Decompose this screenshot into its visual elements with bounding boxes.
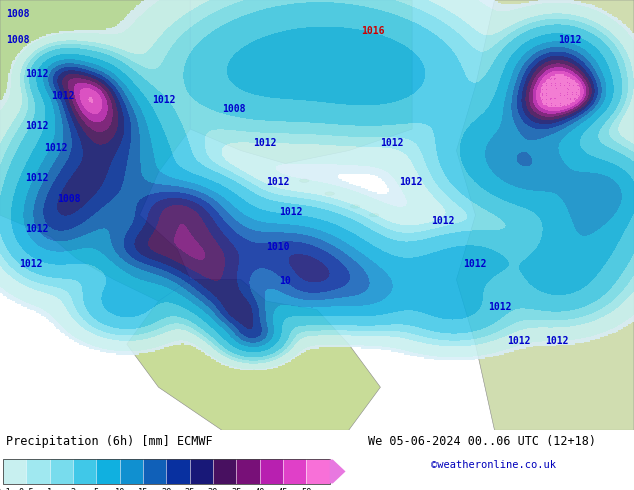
Polygon shape xyxy=(0,0,190,301)
Text: 1012: 1012 xyxy=(279,207,302,217)
Text: 1008: 1008 xyxy=(6,9,30,19)
Bar xyxy=(190,459,213,484)
Text: 1008: 1008 xyxy=(6,35,30,45)
FancyArrow shape xyxy=(330,460,346,484)
Bar xyxy=(143,459,167,484)
Text: 1012: 1012 xyxy=(431,216,455,226)
Bar xyxy=(120,459,143,484)
Text: Precipitation (6h) [mm] ECMWF: Precipitation (6h) [mm] ECMWF xyxy=(6,435,213,448)
Text: 5: 5 xyxy=(94,488,99,490)
Text: 15: 15 xyxy=(138,488,148,490)
Text: 1012: 1012 xyxy=(558,35,581,45)
Bar xyxy=(213,459,236,484)
Text: 1012: 1012 xyxy=(25,121,49,131)
Text: 1012: 1012 xyxy=(25,172,49,183)
Text: 1012: 1012 xyxy=(399,177,423,187)
Text: 25: 25 xyxy=(184,488,195,490)
Text: 10: 10 xyxy=(279,276,291,286)
Text: 0.1: 0.1 xyxy=(0,488,11,490)
Bar xyxy=(3,459,27,484)
Text: We 05-06-2024 00..06 UTC (12+18): We 05-06-2024 00..06 UTC (12+18) xyxy=(368,435,596,448)
Polygon shape xyxy=(127,280,380,430)
Bar xyxy=(283,459,306,484)
Text: 50: 50 xyxy=(301,488,311,490)
Text: 45: 45 xyxy=(278,488,288,490)
Text: 35: 35 xyxy=(231,488,242,490)
Bar xyxy=(3,459,330,484)
Text: 1010: 1010 xyxy=(266,242,290,251)
Bar xyxy=(236,459,260,484)
Bar xyxy=(306,459,330,484)
Bar xyxy=(260,459,283,484)
Bar xyxy=(27,459,50,484)
Text: 10: 10 xyxy=(115,488,125,490)
Text: 1008: 1008 xyxy=(222,104,245,114)
Bar xyxy=(166,459,190,484)
Text: 1012: 1012 xyxy=(25,70,49,79)
Text: 1012: 1012 xyxy=(380,138,404,148)
Text: 1012: 1012 xyxy=(463,259,486,269)
Text: 1: 1 xyxy=(47,488,53,490)
Text: 30: 30 xyxy=(208,488,218,490)
Text: 1008: 1008 xyxy=(57,194,81,204)
Text: 1012: 1012 xyxy=(266,177,290,187)
Text: 1012: 1012 xyxy=(44,143,68,152)
Text: 20: 20 xyxy=(161,488,172,490)
Polygon shape xyxy=(190,0,412,164)
Bar xyxy=(96,459,120,484)
Text: 1012: 1012 xyxy=(507,336,531,346)
Bar xyxy=(50,459,73,484)
Text: 1012: 1012 xyxy=(152,95,176,105)
Ellipse shape xyxy=(325,192,335,196)
Text: 1012: 1012 xyxy=(51,91,74,101)
Ellipse shape xyxy=(369,213,379,217)
Text: 1016: 1016 xyxy=(361,26,385,36)
Text: 1012: 1012 xyxy=(545,336,569,346)
Text: 1012: 1012 xyxy=(19,259,42,269)
Text: 1012: 1012 xyxy=(488,302,512,312)
Ellipse shape xyxy=(299,179,309,182)
Text: 0.5: 0.5 xyxy=(18,488,34,490)
Bar xyxy=(73,459,96,484)
Text: 1012: 1012 xyxy=(25,224,49,234)
Polygon shape xyxy=(456,0,634,430)
Text: ©weatheronline.co.uk: ©weatheronline.co.uk xyxy=(431,460,556,470)
Text: 40: 40 xyxy=(254,488,265,490)
Text: 2: 2 xyxy=(70,488,75,490)
Ellipse shape xyxy=(350,205,360,208)
Text: 1012: 1012 xyxy=(254,138,277,148)
